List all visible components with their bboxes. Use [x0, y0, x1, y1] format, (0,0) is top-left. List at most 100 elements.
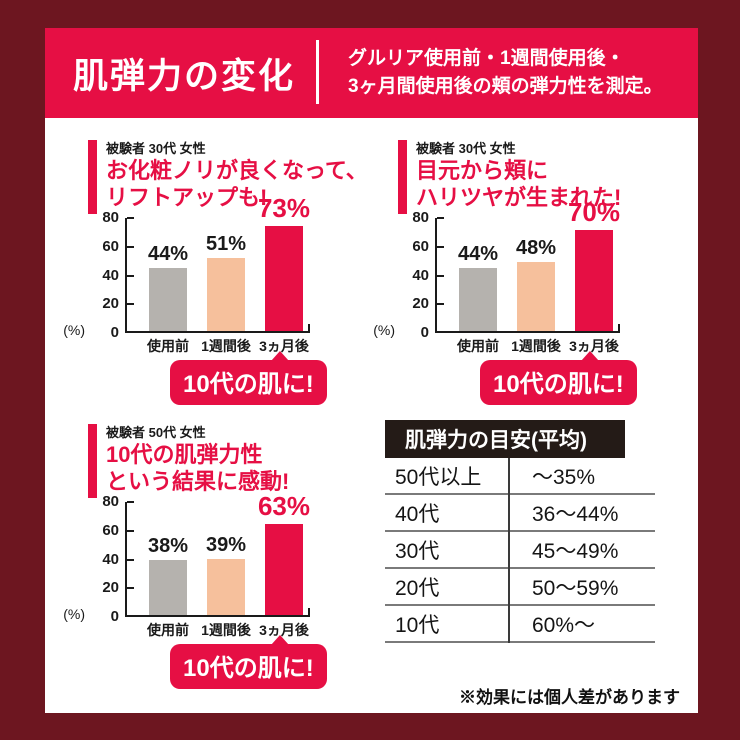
elasticity-range-cell: 45〜49% [532, 539, 619, 563]
chart-block-2: 被験者 30代 女性 目元から頬に ハリツヤが生まれた! 80 60 40 20… [373, 134, 693, 419]
header-description: グルリア使用前・1週間使用後・ 3ヶ月間使用後の頬の弾力性を測定。 [348, 28, 663, 118]
y-axis-unit-label: (%) [373, 322, 395, 338]
bar-before-use [459, 268, 497, 331]
y-tick-mark [127, 587, 134, 589]
bar-value-label: 44% [147, 243, 189, 265]
header-divider [316, 40, 319, 104]
headline-line1: お化粧ノリが良くなって、 [106, 158, 368, 183]
y-tick-label: 0 [110, 324, 119, 341]
bar-value-label: 44% [457, 243, 499, 265]
bar-column-1-week: 48% [507, 237, 565, 331]
table-row: 40代 36〜44% [385, 495, 655, 532]
bar-3-months-after [265, 226, 303, 331]
bars-group: 44% 51% 73% [139, 193, 313, 331]
x-tick-label: 使用前 [147, 338, 189, 354]
table-column-divider [508, 458, 510, 643]
bars-group: 38% 39% 63% [139, 491, 313, 615]
x-tick-label: 3ヵ月後 [259, 622, 309, 638]
y-tick-label: 0 [110, 608, 119, 625]
y-tick-label: 80 [412, 209, 429, 226]
bar-3-months-after [265, 524, 303, 615]
page-title: 肌弾力の変化 [73, 56, 296, 96]
age-group-cell: 20代 [395, 576, 440, 600]
bar-chart-plot: 80 60 40 20 0 (%) 38% 39% 63% [63, 491, 310, 638]
bar-1-week-after [517, 262, 555, 331]
elasticity-reference-table: 肌弾力の目安(平均) 50代以上 〜35% 40代 36〜44% 30代 45〜… [385, 420, 655, 643]
header-description-line1: グルリア使用前・1週間使用後・ [348, 48, 625, 69]
headline-line1: 目元から頬に [416, 158, 549, 183]
accent-bar [88, 140, 97, 214]
y-tick-label: 20 [412, 295, 429, 312]
y-tick-label: 60 [412, 238, 429, 255]
bar-column-1-week: 51% [197, 233, 255, 331]
infographic-frame: 肌弾力の変化 グルリア使用前・1週間使用後・ 3ヶ月間使用後の頬の弾力性を測定。… [45, 28, 698, 713]
age-group-cell: 50代以上 [395, 465, 482, 489]
elasticity-range-cell: 36〜44% [532, 502, 619, 526]
y-axis-unit-label: (%) [63, 606, 85, 622]
bar-column-before-use: 44% [449, 243, 507, 331]
table-row: 10代 60%〜 [385, 606, 655, 643]
x-tick-label: 3ヵ月後 [259, 338, 309, 354]
x-axis-labels: 使用前 1週間後 3ヵ月後 [139, 336, 313, 356]
bar-value-label-highlight: 70% [567, 197, 621, 227]
y-tick-label: 80 [102, 493, 119, 510]
y-tick-label: 40 [102, 267, 119, 284]
y-tick-mark [437, 275, 444, 277]
bar-column-1-week: 39% [197, 534, 255, 615]
subject-label: 被験者 50代 女性 [106, 425, 206, 440]
x-tick-label: 使用前 [457, 338, 499, 354]
x-axis-end-tick [308, 608, 310, 615]
elasticity-range-cell: 60%〜 [532, 613, 596, 637]
y-tick-mark [127, 246, 134, 248]
table-title: 肌弾力の目安(平均) [385, 420, 625, 458]
y-tick-mark [127, 559, 134, 561]
chart-headline: 10代の肌弾力性 という結果に感動! [106, 441, 289, 495]
y-tick-mark [437, 246, 444, 248]
bar-column-before-use: 44% [139, 243, 197, 331]
elasticity-range-cell: 〜35% [532, 465, 596, 489]
y-tick-mark [127, 530, 134, 532]
subject-label: 被験者 30代 女性 [106, 141, 206, 156]
age-group-cell: 10代 [395, 613, 440, 637]
header-band: 肌弾力の変化 グルリア使用前・1週間使用後・ 3ヶ月間使用後の頬の弾力性を測定。 [45, 28, 698, 118]
y-tick-mark [127, 275, 134, 277]
y-tick-mark [437, 217, 444, 219]
headline-line2: という結果に感動! [106, 469, 290, 494]
accent-bar [398, 140, 407, 214]
bar-value-label-highlight: 73% [257, 193, 311, 223]
subject-label: 被験者 30代 女性 [416, 141, 516, 156]
y-tick-mark [127, 501, 134, 503]
chart-headline: 目元から頬に ハリツヤが生まれた! [416, 157, 621, 211]
table-row: 20代 50〜59% [385, 569, 655, 606]
y-tick-label: 40 [102, 551, 119, 568]
chart-block-1: 被験者 30代 女性 お化粧ノリが良くなって、 リフトアップも! 80 60 4… [63, 134, 383, 419]
y-tick-label: 20 [102, 295, 119, 312]
bar-before-use [149, 560, 187, 615]
x-tick-label: 1週間後 [201, 338, 251, 354]
y-tick-mark [437, 303, 444, 305]
content-card: 被験者 30代 女性 お化粧ノリが良くなって、 リフトアップも! 80 60 4… [45, 118, 698, 713]
speech-bubble-callout: 10代の肌に! [480, 351, 637, 405]
x-tick-label: 使用前 [147, 622, 189, 638]
y-tick-mark [127, 217, 134, 219]
table-row: 50代以上 〜35% [385, 458, 655, 495]
y-tick-label: 40 [412, 267, 429, 284]
bar-value-label: 51% [205, 233, 247, 255]
x-axis-end-tick [308, 324, 310, 331]
x-axis-labels: 使用前 1週間後 3ヵ月後 [139, 620, 313, 640]
bar-column-3-months: 73% [255, 193, 313, 331]
bar-value-label: 39% [205, 534, 247, 556]
age-group-cell: 40代 [395, 502, 440, 526]
table-row: 30代 45〜49% [385, 532, 655, 569]
bars-group: 44% 48% 70% [449, 197, 623, 331]
x-axis-labels: 使用前 1週間後 3ヵ月後 [449, 336, 623, 356]
bar-value-label-highlight: 63% [257, 491, 311, 521]
y-tick-mark [127, 303, 134, 305]
y-tick-label: 0 [420, 324, 429, 341]
bar-value-label: 48% [515, 237, 557, 259]
x-tick-label: 1週間後 [511, 338, 561, 354]
bar-3-months-after [575, 230, 613, 331]
y-axis-unit-label: (%) [63, 322, 85, 338]
bar-1-week-after [207, 258, 245, 331]
bar-chart-plot: 80 60 40 20 0 (%) 44% 51% 73% [63, 193, 310, 354]
